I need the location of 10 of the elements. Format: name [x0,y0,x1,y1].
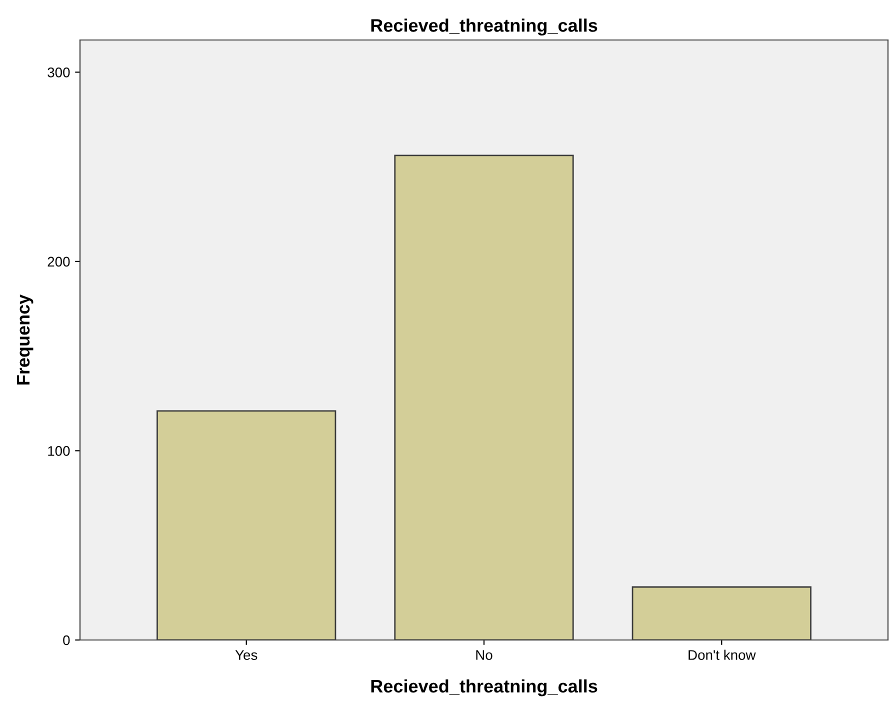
x-tick-label: Don't know [688,650,756,660]
y-tick-label: 0 [63,635,70,646]
y-tick-label: 200 [48,256,70,267]
y-tick-label: 300 [48,68,70,78]
chart-title: Recieved_threatning_calls [371,18,598,36]
y-tick-label: 100 [48,446,70,456]
x-tick-label: No [476,650,492,660]
x-axis-title: Recieved_threatning_calls [371,679,598,696]
y-axis-title: Frequency [17,294,34,384]
x-tick-label: Yes [235,650,258,660]
